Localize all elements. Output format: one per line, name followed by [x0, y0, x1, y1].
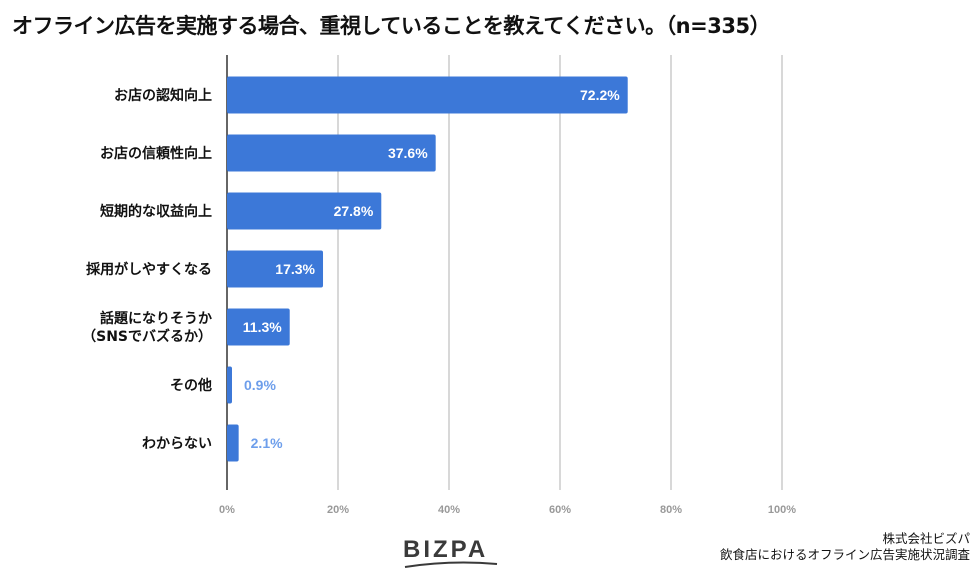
category-label: その他	[170, 377, 212, 394]
credit-company: 株式会社ビズパ	[882, 532, 970, 546]
source-credit: 株式会社ビズパ 飲食店におけるオフライン広告実施状況調査	[720, 531, 970, 563]
value-label: 11.3%	[243, 319, 282, 335]
x-tick-label: 40%	[438, 504, 460, 516]
brand-logo: BIZPA	[403, 536, 499, 570]
x-tick-label: 100%	[768, 504, 796, 516]
bar	[227, 192, 382, 230]
category-label: 短期的な収益向上	[100, 203, 212, 220]
category-label: （SNSでバズるか）	[82, 328, 212, 345]
credit-survey: 飲食店におけるオフライン広告実施状況調査	[719, 548, 970, 562]
category-label: お店の信頼性向上	[100, 145, 212, 162]
value-label: 27.8%	[334, 203, 374, 219]
value-label: 0.9%	[244, 377, 276, 393]
x-tick-label: 60%	[549, 504, 571, 516]
chart-title: オフライン広告を実施する場合、重視していることを教えてください。（n=335）	[12, 14, 771, 38]
value-label: 72.2%	[580, 87, 620, 103]
bar	[227, 308, 290, 346]
bar	[227, 424, 239, 462]
x-tick-label: 20%	[327, 504, 349, 516]
bar	[227, 76, 628, 114]
category-label: わからない	[142, 436, 212, 452]
category-label: 話題になりそうか	[100, 310, 212, 327]
x-tick-label: 80%	[660, 504, 682, 516]
value-label: 17.3%	[275, 261, 315, 277]
bar	[227, 366, 232, 404]
brand-logo-text: BIZPA	[403, 536, 489, 563]
bar	[227, 250, 324, 288]
value-label: 2.1%	[251, 435, 283, 451]
x-tick-label: 0%	[219, 504, 235, 516]
value-label: 37.6%	[388, 145, 428, 161]
bar	[227, 134, 436, 172]
category-label: 採用がしやすくなる	[86, 261, 212, 278]
brand-swoosh-icon	[404, 561, 498, 568]
category-label: お店の認知向上	[114, 87, 212, 104]
